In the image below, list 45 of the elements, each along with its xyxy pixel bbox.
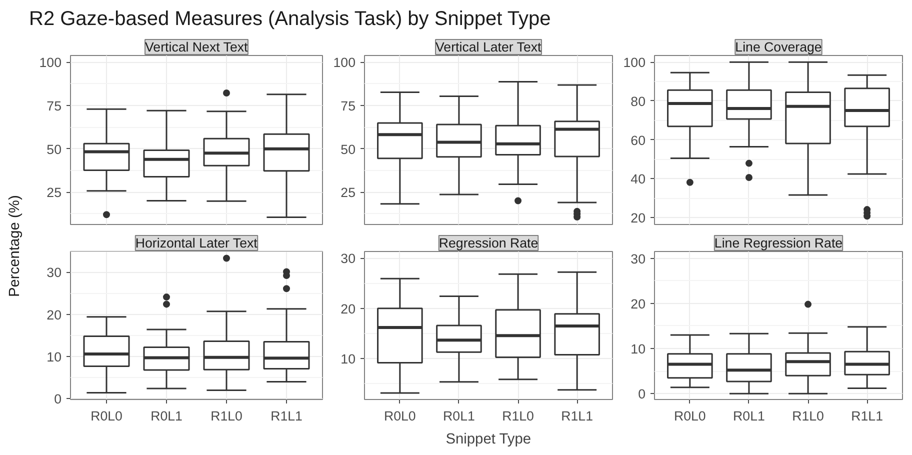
x-tick-label: R0L0	[90, 408, 122, 424]
y-tick-label: 30	[340, 251, 356, 266]
x-axis-title: Snippet Type	[446, 432, 532, 448]
chart-title: Vertical Later Text	[436, 40, 542, 54]
y-tick-label: 0	[54, 392, 62, 407]
text: R2 Gaze-based Measures (Analysis Task) by Snippet Type	[29, 7, 551, 32]
y-tick-label: 60	[630, 132, 646, 148]
y-tick-label: 50	[46, 142, 62, 157]
y-tick-label: 100	[623, 55, 646, 70]
y-tick-label: 25	[46, 185, 62, 200]
chart-title: Vertical Next Text	[145, 40, 248, 54]
y-tick-label: 20	[630, 210, 646, 226]
y-tick-label: 10	[46, 349, 62, 364]
y-tick-label: 20	[630, 296, 646, 312]
y-tick-label: 75	[340, 98, 356, 114]
y-tick-label: 10	[630, 342, 646, 357]
y-tick-label: 75	[46, 98, 62, 114]
y-tick-label: 80	[630, 94, 646, 109]
y-tick-label: 30	[46, 265, 62, 280]
y-tick-label: 20	[340, 301, 356, 316]
chart-title: Regression Rate	[438, 236, 538, 250]
y-tick-label: 40	[630, 172, 646, 187]
y-tick-label: 20	[46, 307, 62, 322]
chart-title: Line Regression Rate	[714, 236, 843, 250]
x-tick-label: R1L0	[502, 408, 534, 424]
x-tick-label: R1L1	[270, 408, 302, 424]
x-tick-label: R1L0	[792, 408, 824, 424]
y-tick-label: 30	[630, 251, 646, 266]
x-tick-label: R0L1	[733, 408, 765, 424]
chart-title: Horizontal Later Text	[135, 236, 258, 250]
x-tick-label: R0L0	[674, 408, 706, 424]
chart-title: Line Coverage	[735, 40, 822, 54]
x-tick-label: R1L1	[851, 408, 884, 424]
y-tick-label: 100	[39, 55, 62, 70]
x-tick-label: R0L1	[443, 408, 475, 424]
y-tick-label: 10	[340, 352, 356, 367]
x-tick-label: R1L1	[561, 408, 594, 424]
y-tick-label: 0	[638, 386, 646, 402]
y-tick-label: 25	[340, 185, 356, 200]
x-tick-label: R0L1	[150, 408, 182, 424]
y-tick-label: 50	[340, 142, 356, 157]
x-tick-label: R0L0	[384, 408, 416, 424]
x-tick-label: R1L0	[210, 408, 242, 424]
y-axis-title: Percentage (%)	[6, 195, 24, 297]
y-tick-label: 100	[333, 55, 356, 70]
